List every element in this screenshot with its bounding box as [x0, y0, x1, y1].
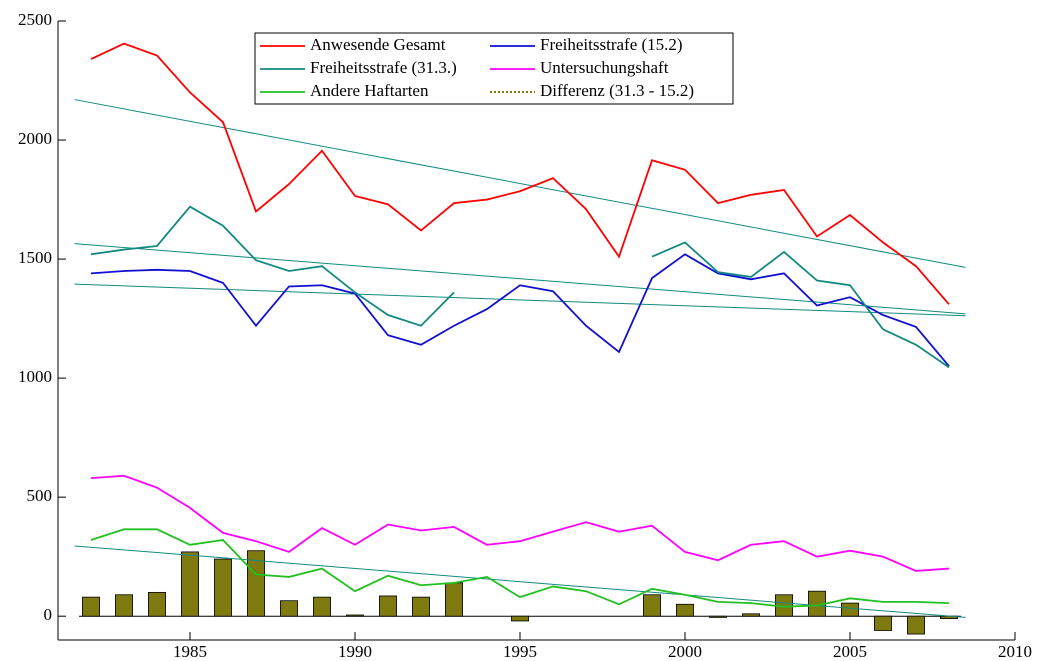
bar [643, 594, 661, 617]
legend-label: Freiheitsstrafe (31.3.) [310, 58, 457, 77]
y-tick-label: 1000 [18, 367, 52, 386]
bar [280, 600, 298, 617]
bar [313, 596, 331, 617]
bar [676, 603, 694, 617]
bar [742, 613, 760, 617]
legend-label: Anwesende Gesamt [310, 35, 446, 54]
bar [181, 551, 199, 617]
y-tick-label: 500 [27, 486, 53, 505]
bar [379, 595, 397, 617]
x-tick-label: 1990 [338, 642, 372, 661]
trend-line [74, 545, 966, 618]
series-line [90, 253, 950, 367]
y-tick-label: 1500 [18, 248, 52, 267]
bar [82, 596, 100, 617]
plot-area [74, 42, 966, 635]
legend-entries: Anwesende Gesamt Freiheitsstrafe (15.2) Fr… [260, 35, 694, 100]
trend-line [74, 283, 966, 317]
bar [841, 602, 859, 617]
bar [874, 615, 892, 631]
y-tick-label: 0 [44, 605, 53, 624]
legend-label: Freiheitsstrafe (15.2) [540, 35, 683, 54]
trend-line [74, 99, 966, 268]
bar [247, 550, 265, 617]
trend-line [74, 243, 966, 315]
bar [115, 594, 133, 617]
series-line [90, 528, 950, 608]
bar [907, 615, 925, 635]
y-tick-label: 2000 [18, 129, 52, 148]
legend-label: Andere Haftarten [310, 81, 429, 100]
x-tick-label: 1985 [173, 642, 207, 661]
bar [709, 615, 727, 618]
bar [148, 591, 166, 617]
y-tick-label: 2500 [18, 10, 52, 29]
legend-label: Untersuchungshaft [540, 58, 669, 77]
bar [511, 615, 529, 622]
legend-label: Differenz (31.3 - 15.2) [540, 81, 694, 100]
bar [346, 614, 364, 617]
x-tick-label: 1995 [503, 642, 537, 661]
x-tick-label: 2000 [668, 642, 702, 661]
bar [412, 596, 430, 617]
bar [445, 582, 463, 617]
bar [214, 558, 232, 617]
x-tick-label: 2005 [833, 642, 867, 661]
series-line [90, 42, 950, 305]
series-line [90, 205, 950, 369]
x-tick-label: 2010 [998, 642, 1032, 661]
series-line [90, 474, 950, 572]
